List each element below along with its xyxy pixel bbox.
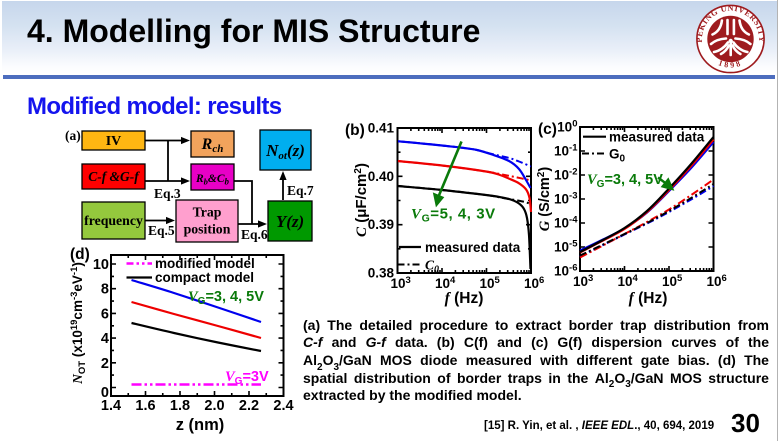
svg-text:(a): (a) — [65, 128, 81, 143]
svg-text:1.4: 1.4 — [101, 398, 121, 414]
svg-text:10-1: 10-1 — [554, 143, 578, 159]
svg-text:G (S/cm2): G (S/cm2) — [536, 167, 553, 232]
svg-text:C (μF/cm2): C (μF/cm2) — [353, 163, 370, 237]
svg-text:2.0: 2.0 — [204, 398, 224, 414]
svg-text:compact model: compact model — [155, 270, 254, 285]
svg-text:VG=5, 4, 3V: VG=5, 4, 3V — [411, 206, 496, 225]
svg-text:f (Hz): f (Hz) — [445, 290, 484, 307]
svg-text:105: 105 — [662, 273, 683, 289]
svg-text:0.40: 0.40 — [368, 169, 394, 184]
svg-text:10-3: 10-3 — [554, 191, 577, 207]
svg-text:0.41: 0.41 — [368, 121, 395, 136]
svg-text:105: 105 — [480, 275, 501, 291]
svg-text:Rb&Cb: Rb&Cb — [195, 173, 230, 187]
svg-text:100: 100 — [557, 119, 577, 135]
svg-text:10-5: 10-5 — [554, 239, 578, 255]
svg-text:4: 4 — [101, 331, 109, 347]
svg-text:Y(z): Y(z) — [276, 212, 304, 231]
svg-text:(b): (b) — [345, 122, 365, 139]
svg-text:frequency: frequency — [84, 213, 143, 228]
svg-text:VG=3, 4, 5V: VG=3, 4, 5V — [188, 289, 264, 307]
svg-text:(c): (c) — [538, 121, 557, 138]
svg-text:NOT (x1019cm-3eV-1): NOT (x1019cm-3eV-1) — [69, 262, 88, 385]
svg-text:Eq.6: Eq.6 — [241, 227, 268, 242]
svg-text:VG=3V: VG=3V — [225, 369, 269, 387]
svg-text:Eq.7: Eq.7 — [287, 183, 314, 198]
svg-text:0.38: 0.38 — [368, 266, 395, 281]
svg-text:Eq.3: Eq.3 — [154, 186, 181, 201]
svg-text:z (nm): z (nm) — [176, 416, 225, 434]
svg-text:0.39: 0.39 — [368, 217, 394, 232]
svg-text:2.2: 2.2 — [239, 398, 259, 414]
svg-text:103: 103 — [573, 273, 593, 289]
svg-text:2: 2 — [101, 356, 109, 372]
svg-text:Trap: Trap — [193, 205, 222, 220]
svg-text:(d): (d) — [70, 246, 90, 263]
svg-text:8: 8 — [101, 282, 109, 298]
svg-text:C-f &G-f: C-f &G-f — [88, 169, 140, 184]
svg-text:measured data: measured data — [425, 240, 521, 255]
svg-text:10: 10 — [93, 257, 109, 273]
svg-text:103: 103 — [391, 275, 411, 291]
svg-text:Eq.5: Eq.5 — [148, 223, 175, 238]
svg-text:modified model: modified model — [155, 256, 255, 271]
svg-text:measured data: measured data — [609, 130, 705, 145]
svg-text:position: position — [184, 222, 231, 237]
svg-text:104: 104 — [618, 273, 639, 289]
svg-text:0: 0 — [101, 385, 109, 401]
svg-text:Not(z): Not(z) — [265, 141, 305, 162]
svg-text:104: 104 — [435, 275, 456, 291]
svg-text:IV: IV — [106, 134, 122, 149]
svg-text:10-4: 10-4 — [554, 215, 578, 231]
svg-text:1898: 1898 — [717, 58, 744, 69]
svg-text:G0: G0 — [609, 147, 626, 165]
svg-text:1.6: 1.6 — [135, 398, 155, 414]
svg-text:6: 6 — [101, 306, 109, 322]
svg-text:2.4: 2.4 — [273, 398, 293, 414]
svg-text:106: 106 — [707, 273, 727, 289]
svg-text:VG=3, 4, 5V: VG=3, 4, 5V — [587, 172, 663, 190]
svg-text:f (Hz): f (Hz) — [629, 290, 668, 307]
svg-text:10-2: 10-2 — [554, 167, 577, 183]
svg-text:1.8: 1.8 — [170, 398, 190, 414]
